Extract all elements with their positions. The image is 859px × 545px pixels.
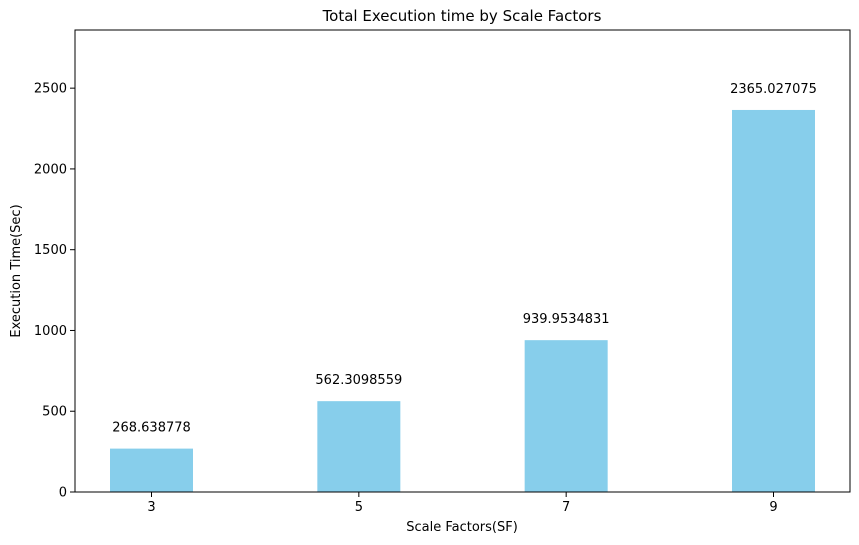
chart-title: Total Execution time by Scale Factors [322,7,602,25]
bar-3 [110,448,193,492]
plot-area: 268.638778 562.3098559 939.9534831 2365.027… [34,29,851,515]
y-tick-label-0: 0 [59,486,67,501]
x-tick-label-5: 5 [355,500,363,515]
y-axis-label: Execution Time(Sec) [9,204,24,337]
x-tick-label-3: 3 [147,500,155,515]
bar-5 [317,401,401,492]
x-tick-label-9: 9 [769,500,777,515]
x-axis-label: Scale Factors(SF) [406,520,518,535]
bar-9 [732,109,815,493]
y-tick-label-2500: 2500 [34,82,67,97]
data-label-5: 562.3098559 [315,373,402,388]
bar-7 [524,340,608,492]
y-tick-label-500: 500 [42,405,67,420]
data-label-9: 2365.027075 [730,82,817,97]
data-label-7: 939.9534831 [523,312,610,327]
plot-frame [74,29,851,493]
y-tick-label-1000: 1000 [34,324,67,339]
x-tick-label-7: 7 [562,500,570,515]
y-tick-label-1500: 1500 [34,243,67,258]
data-label-3: 268.638778 [112,421,191,436]
y-tick-label-2000: 2000 [34,162,67,177]
